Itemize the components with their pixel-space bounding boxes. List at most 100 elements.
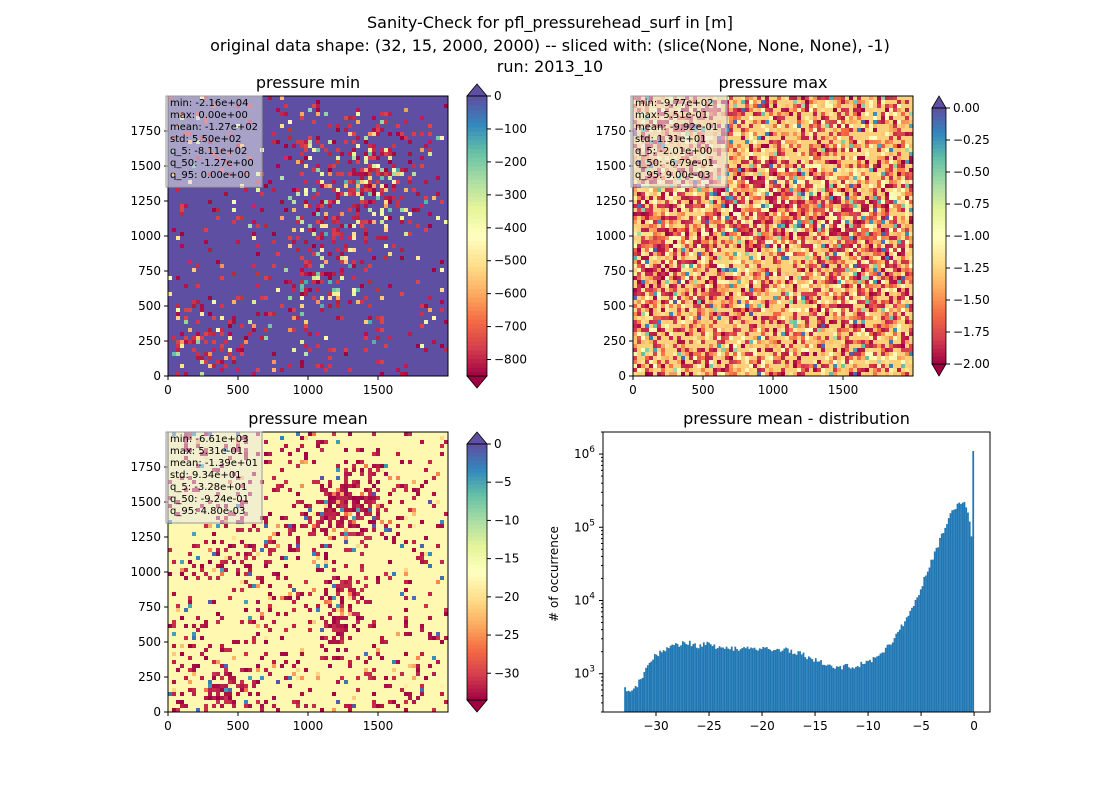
colorbar-band: [467, 218, 487, 224]
stats-line: min: -9.77e+02: [635, 98, 714, 109]
colorbar-band: [932, 320, 946, 325]
colorbar-band: [467, 680, 487, 685]
histogram-bar: [671, 644, 674, 712]
colorbar-band: [467, 131, 487, 136]
histogram-bar: [767, 648, 770, 712]
stats-line: q_95: 4.80e-03: [170, 506, 245, 517]
histogram-bar: [751, 648, 754, 712]
colorbar-band: [467, 117, 487, 123]
histogram-bar: [709, 644, 712, 712]
y-tick-label: 250: [603, 334, 626, 348]
colorbar-band: [932, 312, 946, 317]
colorbar: 0 −100 −200 −300 −400 −500 −600 −700 −800: [466, 83, 527, 389]
histogram-bar: [652, 659, 654, 712]
y-tick-label: 1750: [130, 460, 161, 474]
histogram-bar: [706, 641, 709, 712]
colorbar-band: [932, 188, 946, 193]
colorbar-band: [467, 468, 487, 473]
histogram-bar: [944, 527, 947, 712]
colorbar-band: [467, 684, 487, 689]
histogram-bar: [807, 656, 810, 712]
histogram-bar: [624, 687, 626, 712]
histogram-bar: [960, 503, 962, 712]
colorbar-band: [467, 306, 487, 311]
colorbar-band: [467, 516, 487, 521]
colorbar-band: [467, 187, 487, 193]
histogram-bar: [890, 644, 892, 712]
stats-box-bg: [165, 431, 263, 524]
colorbar-band: [467, 496, 487, 501]
histogram-bar: [972, 451, 975, 712]
histogram-bar: [932, 559, 934, 712]
histogram-bar: [713, 644, 716, 712]
histogram-bar: [730, 646, 733, 712]
colorbar-band: [467, 231, 487, 237]
histogram-bar: [916, 597, 919, 712]
colorbar-band: [467, 284, 487, 290]
colorbar-band: [467, 174, 487, 180]
histogram-bar: [855, 666, 857, 712]
colorbar-band: [467, 444, 487, 449]
histogram-bar: [659, 650, 661, 712]
colorbar-band: [932, 176, 946, 181]
histogram-bar: [746, 646, 749, 712]
histogram-bar: [821, 664, 824, 712]
histogram-bar: [827, 664, 829, 712]
colorbar-band: [932, 232, 946, 237]
colorbar-band: [467, 319, 487, 325]
colorbar-extend-max: [466, 431, 488, 445]
colorbar-tick-label: −400: [494, 221, 527, 235]
colorbar-band: [467, 292, 487, 298]
histogram-bar: [967, 512, 969, 712]
histogram-bar: [876, 656, 878, 712]
colorbar-band: [467, 310, 487, 316]
colorbar-band: [467, 249, 487, 255]
colorbar-band: [467, 584, 487, 589]
colorbar-band: [467, 624, 487, 629]
x-tick-label: 500: [692, 383, 715, 397]
colorbar-band: [467, 170, 487, 176]
colorbar-band: [467, 660, 487, 665]
histogram-bar: [755, 649, 758, 712]
histogram-bar: [744, 648, 747, 712]
colorbar-band: [467, 512, 487, 517]
colorbar-extend-min: [931, 363, 947, 377]
stats-line: max: 0.00e+00: [170, 110, 248, 121]
x-tick-label: 0: [164, 383, 172, 397]
histogram-bar: [774, 649, 777, 712]
colorbar-band: [932, 108, 946, 113]
histogram-bar: [912, 606, 915, 712]
colorbar-tick-label: −10: [494, 513, 519, 527]
histogram-bar: [968, 521, 971, 712]
colorbar-band: [467, 636, 487, 641]
colorbar-tick-label: −0.50: [953, 165, 990, 179]
colorbar-band: [932, 196, 946, 201]
colorbar-band: [932, 160, 946, 165]
histogram-bar: [933, 551, 936, 712]
x-tick-label: 1000: [758, 383, 789, 397]
figure-title-line2: original data shape: (32, 15, 2000, 2000…: [210, 36, 890, 55]
y-tick-label: 1250: [130, 194, 161, 208]
colorbar-band: [467, 113, 487, 119]
histogram-bar: [841, 669, 843, 712]
histogram-bar: [781, 650, 784, 712]
colorbar-band: [932, 344, 946, 349]
colorbar-band: [467, 275, 487, 281]
histogram-bar: [732, 650, 735, 712]
histogram-bar: [760, 649, 763, 712]
colorbar-band: [467, 157, 487, 163]
histogram-bar: [954, 509, 957, 712]
colorbar-tick-label: −5: [494, 475, 512, 489]
histogram-bar: [893, 638, 896, 712]
stats-line: q_95: 0.00e+00: [170, 170, 250, 181]
histogram-bar: [863, 663, 866, 712]
histogram-bar: [764, 647, 766, 712]
histogram-bars: [624, 451, 975, 712]
colorbar-band: [467, 452, 487, 457]
colorbar-band: [467, 253, 487, 259]
colorbar-band: [467, 528, 487, 533]
colorbar-band: [932, 336, 946, 341]
y-tick-label: 1500: [595, 159, 626, 173]
stats-line: q_50: -1.27e+00: [170, 158, 254, 169]
y-tick-label: 500: [138, 299, 161, 313]
